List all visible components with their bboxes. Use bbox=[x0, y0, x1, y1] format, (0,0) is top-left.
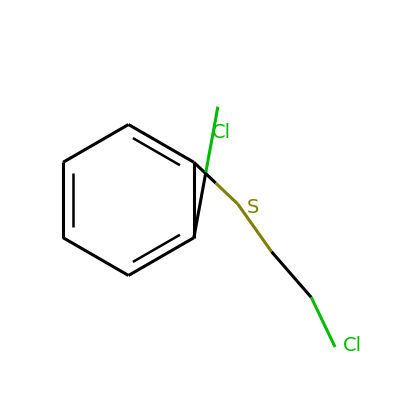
Text: Cl: Cl bbox=[212, 122, 232, 142]
Text: S: S bbox=[246, 198, 259, 217]
Text: Cl: Cl bbox=[343, 336, 362, 355]
